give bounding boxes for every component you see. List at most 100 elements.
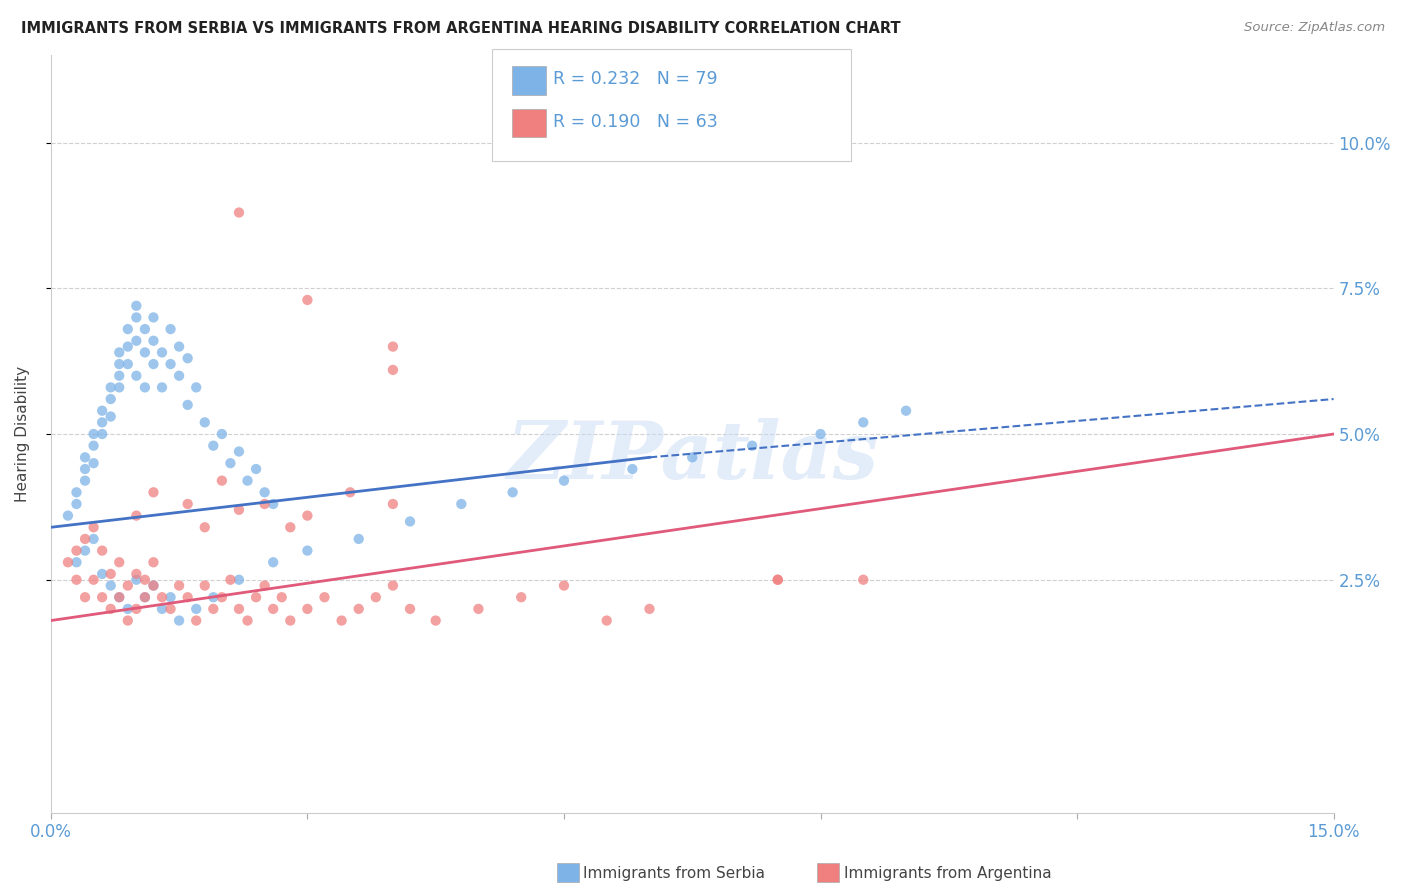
- Point: [810, 427, 832, 442]
- Point: [73, 591, 96, 605]
- Point: [314, 591, 336, 605]
- Point: [176, 351, 198, 366]
- Point: [167, 340, 190, 354]
- Point: [553, 474, 575, 488]
- Point: [150, 380, 173, 394]
- Point: [65, 573, 87, 587]
- Point: [125, 310, 148, 325]
- Point: [211, 474, 233, 488]
- Point: [108, 380, 131, 394]
- Point: [83, 573, 105, 587]
- Point: [56, 555, 79, 569]
- Point: [381, 340, 404, 354]
- Point: [253, 485, 276, 500]
- Point: [117, 357, 139, 371]
- Point: [467, 602, 489, 616]
- Point: [278, 520, 301, 534]
- Point: [297, 508, 319, 523]
- Point: [159, 602, 181, 616]
- Point: [381, 363, 404, 377]
- Point: [73, 450, 96, 465]
- Text: Immigrants from Argentina: Immigrants from Argentina: [844, 866, 1052, 881]
- Point: [894, 403, 917, 417]
- Point: [117, 340, 139, 354]
- Point: [65, 497, 87, 511]
- Point: [510, 591, 533, 605]
- Point: [100, 380, 122, 394]
- Point: [117, 614, 139, 628]
- Point: [262, 602, 284, 616]
- Point: [108, 345, 131, 359]
- Point: [134, 591, 156, 605]
- Point: [228, 503, 250, 517]
- Point: [297, 602, 319, 616]
- Point: [236, 614, 259, 628]
- Point: [211, 591, 233, 605]
- Point: [364, 591, 387, 605]
- Point: [194, 578, 217, 592]
- Point: [117, 602, 139, 616]
- Point: [100, 409, 122, 424]
- Point: [347, 532, 370, 546]
- Point: [108, 591, 131, 605]
- Point: [83, 532, 105, 546]
- Point: [202, 602, 225, 616]
- Point: [142, 555, 165, 569]
- Point: [167, 614, 190, 628]
- Point: [65, 555, 87, 569]
- Point: [228, 573, 250, 587]
- Point: [245, 462, 267, 476]
- Point: [186, 380, 208, 394]
- Point: [91, 416, 114, 430]
- Point: [100, 392, 122, 406]
- Point: [91, 566, 114, 581]
- Point: [125, 508, 148, 523]
- Point: [125, 602, 148, 616]
- Point: [219, 573, 242, 587]
- Text: Source: ZipAtlas.com: Source: ZipAtlas.com: [1244, 21, 1385, 34]
- Point: [56, 508, 79, 523]
- Point: [83, 456, 105, 470]
- Point: [100, 578, 122, 592]
- Point: [125, 299, 148, 313]
- Point: [125, 334, 148, 348]
- Point: [108, 591, 131, 605]
- Point: [108, 368, 131, 383]
- Point: [186, 614, 208, 628]
- Point: [150, 602, 173, 616]
- Point: [553, 578, 575, 592]
- Point: [852, 416, 875, 430]
- Point: [228, 602, 250, 616]
- Point: [681, 450, 703, 465]
- Point: [100, 602, 122, 616]
- Point: [159, 591, 181, 605]
- Text: R = 0.190   N = 63: R = 0.190 N = 63: [553, 113, 717, 131]
- Point: [852, 573, 875, 587]
- Point: [176, 591, 198, 605]
- Point: [236, 474, 259, 488]
- Point: [142, 578, 165, 592]
- Point: [278, 614, 301, 628]
- Point: [186, 602, 208, 616]
- Point: [262, 497, 284, 511]
- Point: [65, 543, 87, 558]
- Point: [142, 357, 165, 371]
- Point: [339, 485, 361, 500]
- Point: [502, 485, 524, 500]
- Point: [253, 497, 276, 511]
- Point: [621, 462, 644, 476]
- Point: [347, 602, 370, 616]
- Point: [194, 416, 217, 430]
- Point: [159, 357, 181, 371]
- Point: [399, 515, 422, 529]
- Point: [228, 205, 250, 219]
- Point: [741, 439, 763, 453]
- Point: [83, 439, 105, 453]
- Point: [297, 293, 319, 307]
- Point: [134, 380, 156, 394]
- Point: [142, 334, 165, 348]
- Point: [108, 357, 131, 371]
- Point: [167, 578, 190, 592]
- Point: [73, 474, 96, 488]
- Point: [150, 345, 173, 359]
